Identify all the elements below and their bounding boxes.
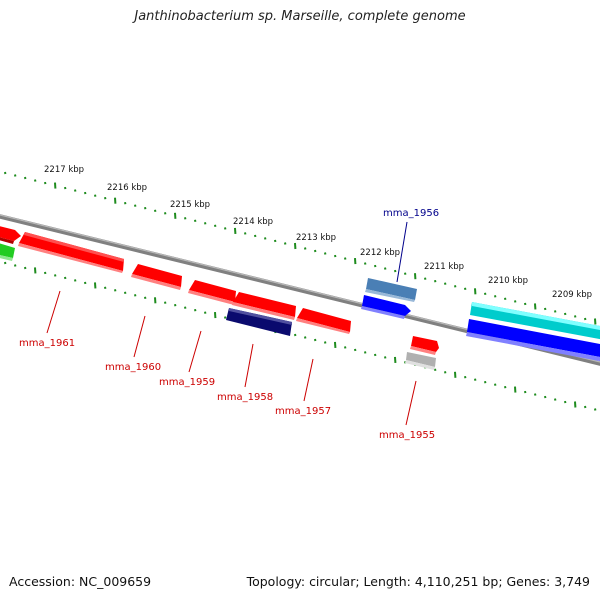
length-label: Length:: [363, 574, 411, 589]
leader-mma-1955: [405, 380, 417, 426]
topology-value: circular: [309, 574, 356, 589]
kbp-label-2214: 2214 kbp: [233, 217, 273, 227]
gene-label-mma-1961[interactable]: mma_1961: [19, 338, 75, 349]
kbp-label-2212: 2212 kbp: [360, 248, 400, 258]
gene-blue-2209[interactable]: [466, 319, 600, 362]
gene-partial-left-red[interactable]: [0, 225, 21, 244]
leader-mma-1956: [396, 221, 408, 283]
gene-mma-1958-navy[interactable]: [226, 308, 292, 336]
gene-mma-1955[interactable]: [410, 336, 439, 355]
gene-mma-1960[interactable]: [131, 264, 182, 290]
kbp-label-2216: 2216 kbp: [107, 183, 147, 193]
gene-label-mma-1955[interactable]: mma_1955: [379, 430, 435, 441]
kbp-label-2217: 2217 kbp: [44, 165, 84, 175]
gene-label-mma-1960[interactable]: mma_1960: [105, 362, 161, 373]
topology-label: Topology:: [246, 574, 306, 589]
kbp-label-2209: 2209 kbp: [552, 290, 592, 300]
gene-mma-1958-red[interactable]: [232, 292, 296, 320]
leader-mma-1959: [188, 330, 202, 373]
kbp-label-2215: 2215 kbp: [170, 200, 210, 210]
map-title: Janthinobacterium sp. Marseille, complet…: [134, 9, 466, 24]
gene-label-mma-1956[interactable]: mma_1956: [383, 208, 439, 219]
gene-mma-1959[interactable]: [188, 280, 236, 305]
kbp-label-2211: 2211 kbp: [424, 262, 464, 272]
genes-value: 3,749: [554, 574, 590, 589]
leader-mma-1958: [244, 343, 254, 388]
leader-mma-1961: [46, 290, 61, 334]
inner-tick-track: [4, 261, 597, 411]
gene-mma-1956[interactable]: [365, 278, 417, 302]
kbp-label-2213: 2213 kbp: [296, 233, 336, 243]
accession-label: Accession:: [9, 574, 76, 589]
gene-cyan-2210[interactable]: [470, 302, 600, 340]
gene-partial-left-green[interactable]: [0, 242, 15, 261]
gene-grey-2211[interactable]: [405, 352, 436, 370]
gene-mma-1957[interactable]: [296, 308, 351, 334]
gene-label-mma-1958[interactable]: mma_1958: [217, 392, 273, 403]
kbp-label-2210: 2210 kbp: [488, 276, 528, 286]
leader-mma-1960: [133, 315, 146, 358]
length-value: 4,110,251 bp: [414, 574, 499, 589]
accession-info: Accession: NC_009659: [9, 574, 151, 589]
leader-mma-1957: [303, 358, 314, 402]
gene-blue-2212[interactable]: [361, 295, 411, 319]
gene-mma-1961[interactable]: [18, 232, 124, 273]
accession-value: NC_009659: [79, 574, 152, 589]
gene-label-mma-1959[interactable]: mma_1959: [159, 377, 215, 388]
outer-tick-track: [4, 171, 597, 325]
genes-label: Genes:: [506, 574, 551, 589]
gene-label-mma-1957[interactable]: mma_1957: [275, 406, 331, 417]
genome-summary: Topology: circular; Length: 4,110,251 bp…: [246, 574, 590, 589]
